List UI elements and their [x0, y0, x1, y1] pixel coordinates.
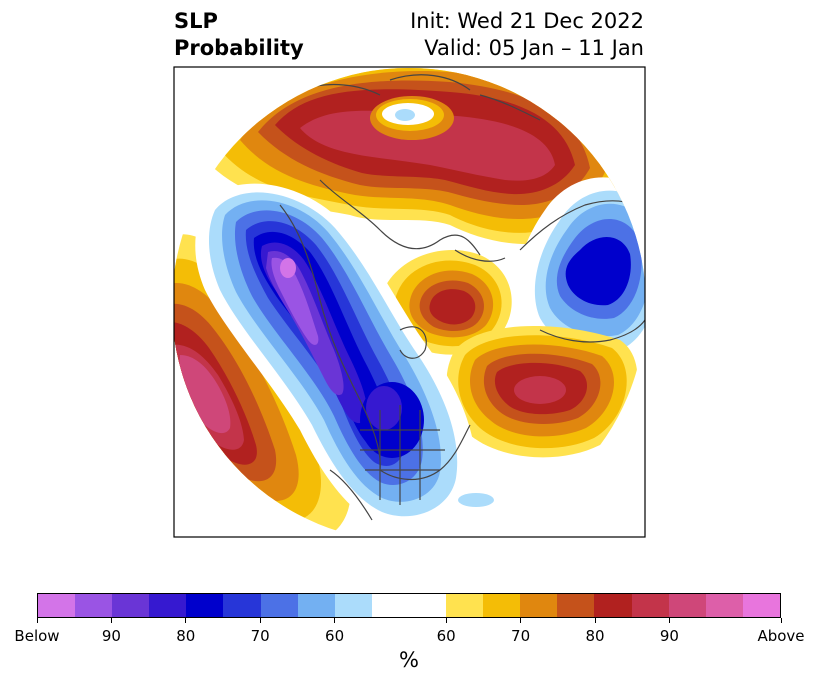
colorbar-segment	[668, 594, 706, 617]
valid-range: Valid: 05 Jan – 11 Jan	[424, 36, 644, 60]
colorbar-tick	[185, 618, 187, 623]
colorbar-segment	[594, 594, 632, 617]
colorbar-segment	[297, 594, 335, 617]
title-variable: SLP	[174, 9, 218, 33]
above-normal-north-atlantic	[446, 326, 638, 458]
colorbar-tick	[36, 618, 38, 623]
colorbar-tick-label: Below	[14, 627, 60, 645]
colorbar-tick	[520, 618, 522, 623]
colorbar-tick-label: 60	[325, 627, 345, 645]
colorbar-tick-label: 80	[585, 627, 605, 645]
colorbar-tick-label: 70	[511, 627, 531, 645]
colorbar-unit-label: %	[399, 648, 419, 672]
colorbar-segment	[112, 594, 150, 617]
colorbar-tick	[445, 618, 447, 623]
title-metric: Probability	[174, 36, 304, 60]
colorbar-tick	[334, 618, 336, 623]
colorbar-tick-label: 90	[101, 627, 121, 645]
colorbar-tick	[259, 618, 261, 623]
colorbar-segment	[260, 594, 298, 617]
colorbar-segment	[520, 594, 558, 617]
above-normal-arctic	[205, 68, 635, 245]
colorbar-segment	[631, 594, 669, 617]
colorbar-tick	[780, 618, 782, 623]
colorbar-segment	[446, 594, 484, 617]
init-date: Init: Wed 21 Dec 2022	[410, 9, 644, 33]
colorbar-tick	[668, 618, 670, 623]
colorbar-tick	[594, 618, 596, 623]
colorbar-segment	[149, 594, 187, 617]
colorbar-tick	[110, 618, 112, 623]
chart-title-right: Init: Wed 21 Dec 2022 Valid: 05 Jan – 11…	[410, 8, 644, 62]
probability-map	[173, 66, 646, 538]
above-normal-aleutian	[174, 234, 351, 537]
below-normal-eurasia	[514, 177, 645, 369]
colorbar-segment	[557, 594, 595, 617]
colorbar-segment	[371, 594, 447, 617]
colorbar-segment	[705, 594, 743, 617]
colorbar-tick-label: 70	[250, 627, 270, 645]
colorbar-segment	[334, 594, 372, 617]
colorbar-tick-label: Above	[757, 627, 805, 645]
colorbar-segment	[483, 594, 521, 617]
chart-title-left: SLP Probability	[174, 8, 304, 62]
colorbar-tick-label: 80	[176, 627, 196, 645]
colorbar	[37, 593, 781, 618]
map-frame	[173, 66, 646, 538]
colorbar-segment	[75, 594, 113, 617]
colorbar-tick-label: 90	[659, 627, 679, 645]
colorbar-segment	[38, 594, 76, 617]
colorbar-segment	[186, 594, 224, 617]
colorbar-tick-label: 60	[436, 627, 456, 645]
colorbar-segment	[223, 594, 261, 617]
colorbar-segment	[742, 594, 780, 617]
